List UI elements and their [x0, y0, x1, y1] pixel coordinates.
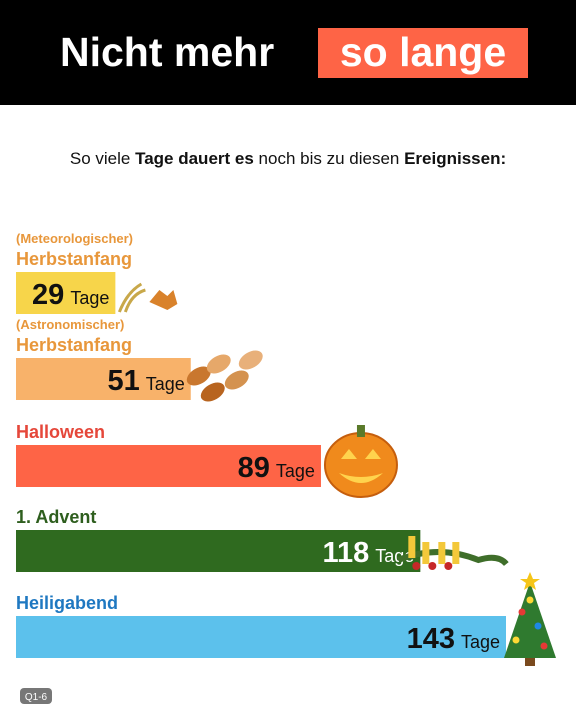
- value: 89: [238, 452, 270, 484]
- unit: Tage: [276, 461, 315, 481]
- title: Nicht mehr: [60, 29, 274, 75]
- category-note: (Astronomischer): [16, 317, 124, 332]
- source: Q1-6: [25, 692, 48, 703]
- wreath-icon: [397, 549, 509, 567]
- unit: Tage: [70, 288, 109, 308]
- value: 29: [32, 279, 64, 311]
- star-icon: [520, 572, 540, 590]
- ornament-icon: [540, 642, 548, 650]
- title-highlight: so lange: [340, 29, 506, 75]
- bar: [16, 272, 116, 314]
- category-note: (Meteorologischer): [16, 231, 133, 246]
- candle-icon: [422, 542, 430, 564]
- tree-trunk: [525, 658, 535, 666]
- category-label: Heiligabend: [16, 593, 118, 613]
- leaf-icon: [238, 350, 263, 370]
- category-label: Herbstanfang: [16, 249, 132, 269]
- value-label: 143 Tage: [407, 623, 500, 655]
- ornament-icon: [518, 608, 526, 616]
- ornament-icon: [512, 636, 520, 644]
- value: 51: [107, 365, 139, 397]
- pumpkin-face: [338, 449, 383, 483]
- subtitle-part: Ereignissen:: [404, 149, 506, 168]
- candle-icon: [438, 542, 446, 564]
- ornament-icon: [534, 622, 542, 630]
- berry-icon: [428, 562, 437, 570]
- category-label: Herbstanfang: [16, 335, 132, 355]
- leaf-icon: [200, 382, 225, 402]
- unit: Tage: [146, 374, 185, 394]
- unit: Tage: [375, 546, 414, 566]
- source-badge: [20, 688, 52, 704]
- pumpkin-icon: [323, 432, 398, 498]
- leaf-icon: [186, 366, 211, 386]
- bar: [16, 530, 421, 572]
- subtitle: So viele Tage dauert es noch bis zu dies…: [70, 149, 506, 168]
- unit: Tage: [461, 632, 500, 652]
- candle-icon: [452, 542, 460, 564]
- value: 118: [322, 537, 369, 569]
- bar: [16, 445, 321, 487]
- wheat-icon: [117, 282, 146, 313]
- bar: [16, 616, 506, 658]
- category-label: Halloween: [16, 422, 105, 442]
- bar: [16, 358, 191, 400]
- title-highlight-box: [318, 28, 528, 78]
- berry-icon: [412, 562, 421, 570]
- subtitle-part: Tage dauert es: [135, 149, 254, 168]
- leaf-icon: [224, 370, 249, 390]
- candle-icon: [408, 536, 416, 558]
- ornament-icon: [526, 596, 534, 604]
- value-label: 118 Tage: [322, 537, 414, 569]
- berry-icon: [444, 562, 453, 570]
- value-label: 51 Tage: [107, 365, 184, 397]
- leaf-icon: [149, 290, 178, 310]
- value-label: 29 Tage: [32, 279, 109, 311]
- leaf-icon: [206, 354, 231, 374]
- category-label: 1. Advent: [16, 507, 96, 527]
- subtitle-part: So viele: [70, 149, 135, 168]
- pumpkin-stem: [356, 425, 365, 437]
- value: 143: [407, 623, 455, 655]
- value-label: 89 Tage: [238, 452, 315, 484]
- subtitle-part: noch bis zu diesen: [254, 149, 404, 168]
